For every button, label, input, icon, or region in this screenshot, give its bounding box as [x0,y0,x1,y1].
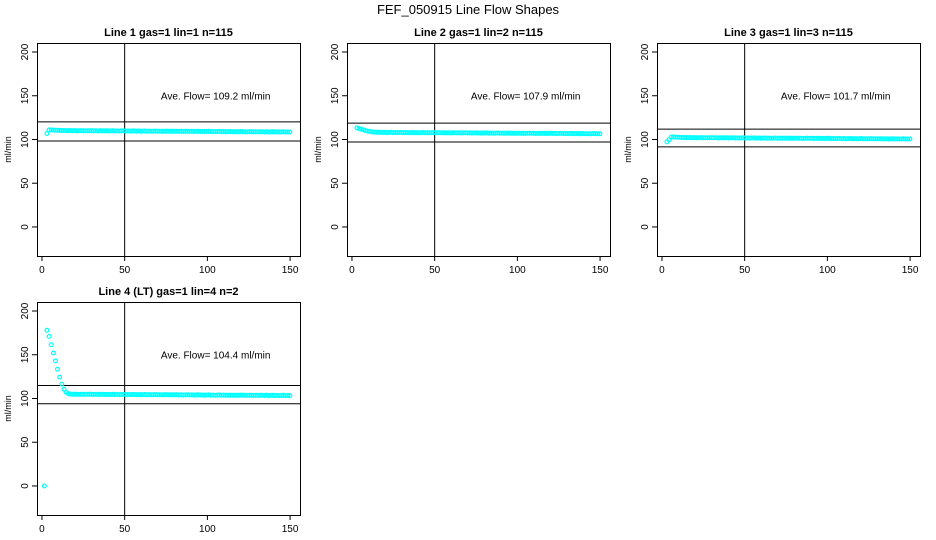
y-axis: 0 50 100 150 200 [20,302,37,489]
y-tick-label: 0 [640,224,651,230]
x-tick-label: 0 [39,524,45,535]
panel-1: 0 50 100 150 0 50 100 150 200 ml/min Line 1 gas=1 … [3,27,301,276]
x-tick-label: 50 [739,265,751,276]
ave-flow-annotation: Ave. Flow= 104.4 ml/min [161,351,271,362]
y-tick-label: 0 [20,483,31,489]
data-point [285,129,291,135]
data-point [354,125,360,131]
x-tick-label: 0 [39,265,45,276]
y-tick-label: 150 [20,87,31,104]
data-point [84,128,90,134]
y-axis: 0 50 100 150 200 [640,43,657,230]
data-point [285,393,291,399]
y-tick-label: 150 [640,87,651,104]
data-point [54,366,60,372]
panel-2: 0 50 100 150 0 50 100 150 200 ml/min Line 2 gas=1 … [313,27,611,276]
ave-flow-annotation: Ave. Flow= 107.9 ml/min [471,92,581,103]
x-tick-label: 50 [119,524,131,535]
y-axis-title: ml/min [3,395,13,422]
y-tick-label: 100 [330,131,341,148]
data-point [595,131,601,137]
x-tick-label: 50 [429,265,441,276]
plot-box [347,43,611,257]
panel-title: Line 3 gas=1 lin=3 n=115 [724,27,853,39]
panel-title: Line 1 gas=1 lin=1 n=115 [104,27,233,39]
y-tick-label: 0 [20,224,31,230]
data-points [44,127,293,137]
data-points [664,134,913,145]
x-tick-label: 150 [282,524,299,535]
y-tick-label: 200 [330,43,341,60]
x-tick-label: 50 [119,265,131,276]
x-tick-label: 100 [199,265,216,276]
x-axis: 0 50 100 150 [39,515,299,535]
plot-box [657,43,921,257]
y-axis-title: ml/min [623,136,633,163]
data-point [41,483,47,489]
data-points [354,125,603,137]
y-tick-label: 150 [330,87,341,104]
data-point [597,131,603,137]
data-point [44,327,50,333]
x-tick-label: 150 [282,265,299,276]
data-point [50,350,56,356]
y-axis: 0 50 100 150 200 [20,43,37,230]
x-tick-label: 100 [199,524,216,535]
figure-title: FEF_050915 Line Flow Shapes [376,2,560,17]
data-points [41,327,293,489]
data-point [365,128,371,134]
plot-box [37,43,301,257]
data-point [287,393,293,399]
ave-flow-annotation: Ave. Flow= 101.7 ml/min [781,92,891,103]
data-point [704,135,710,141]
data-point [52,358,58,364]
y-tick-label: 150 [20,346,31,363]
panel-4: 0 50 100 150 0 50 100 150 200 ml/min Line 4 (LT) g… [3,286,301,535]
plot-box [37,302,301,516]
y-tick-label: 50 [20,177,31,189]
y-tick-label: 200 [20,43,31,60]
panel-title: Line 4 (LT) gas=1 lin=4 n=2 [98,286,238,298]
y-tick-label: 200 [640,43,651,60]
x-tick-label: 150 [902,265,919,276]
panel-title: Line 2 gas=1 lin=2 n=115 [414,27,543,39]
data-point [358,126,364,132]
y-axis-title: ml/min [313,136,323,163]
x-tick-label: 100 [509,265,526,276]
data-point [44,131,50,137]
y-tick-label: 100 [20,131,31,148]
data-point [46,333,52,339]
y-tick-label: 200 [20,302,31,319]
data-point [905,136,911,142]
data-point [907,136,913,142]
data-point [394,130,400,136]
x-axis: 0 50 100 150 [39,256,299,276]
panel-3: 0 50 100 150 0 50 100 150 200 ml/min Line 3 gas=1 … [623,27,921,276]
data-point [287,129,293,135]
x-tick-label: 0 [659,265,665,276]
x-tick-label: 0 [349,265,355,276]
y-tick-label: 50 [330,177,341,189]
y-axis: 0 50 100 150 200 [330,43,347,230]
data-point [57,374,63,380]
x-axis: 0 50 100 150 [659,256,919,276]
ave-flow-annotation: Ave. Flow= 109.2 ml/min [161,92,271,103]
x-tick-label: 150 [592,265,609,276]
y-tick-label: 100 [20,390,31,407]
y-tick-label: 50 [20,436,31,448]
data-point [48,342,54,348]
y-tick-label: 50 [640,177,651,189]
y-axis-title: ml/min [3,136,13,163]
y-tick-label: 0 [330,224,341,230]
data-point [59,381,65,387]
y-tick-label: 100 [640,131,651,148]
x-tick-label: 100 [819,265,836,276]
data-point [84,391,90,397]
x-axis: 0 50 100 150 [349,256,609,276]
